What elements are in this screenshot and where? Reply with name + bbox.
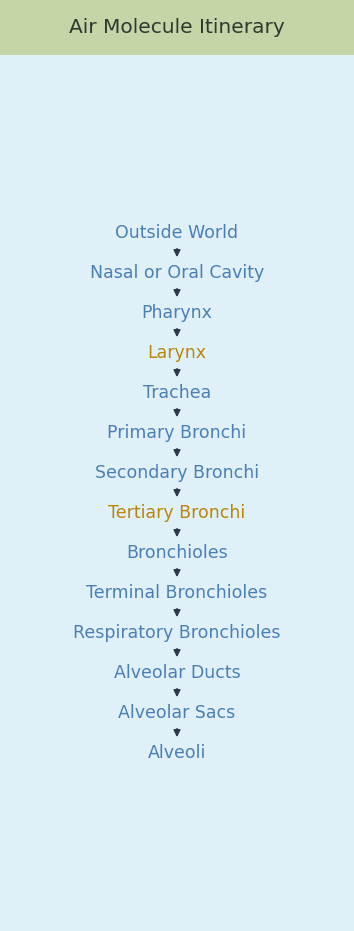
Text: Bronchioles: Bronchioles — [126, 544, 228, 562]
Bar — [0, 0, 354, 55]
Text: Alveolar Ducts: Alveolar Ducts — [114, 664, 240, 682]
Text: Pharynx: Pharynx — [142, 304, 212, 322]
Text: Primary Bronchi: Primary Bronchi — [107, 424, 247, 442]
Text: Respiratory Bronchioles: Respiratory Bronchioles — [73, 624, 281, 642]
Text: Nasal or Oral Cavity: Nasal or Oral Cavity — [90, 264, 264, 282]
Text: Alveoli: Alveoli — [148, 744, 206, 762]
Text: Larynx: Larynx — [148, 344, 206, 362]
Text: Air Molecule Itinerary: Air Molecule Itinerary — [69, 18, 285, 37]
Text: Secondary Bronchi: Secondary Bronchi — [95, 464, 259, 482]
Text: Terminal Bronchioles: Terminal Bronchioles — [86, 584, 268, 602]
Text: Trachea: Trachea — [143, 384, 211, 402]
Text: Outside World: Outside World — [115, 224, 239, 242]
Text: Tertiary Bronchi: Tertiary Bronchi — [108, 504, 246, 522]
Text: Alveolar Sacs: Alveolar Sacs — [118, 704, 236, 722]
